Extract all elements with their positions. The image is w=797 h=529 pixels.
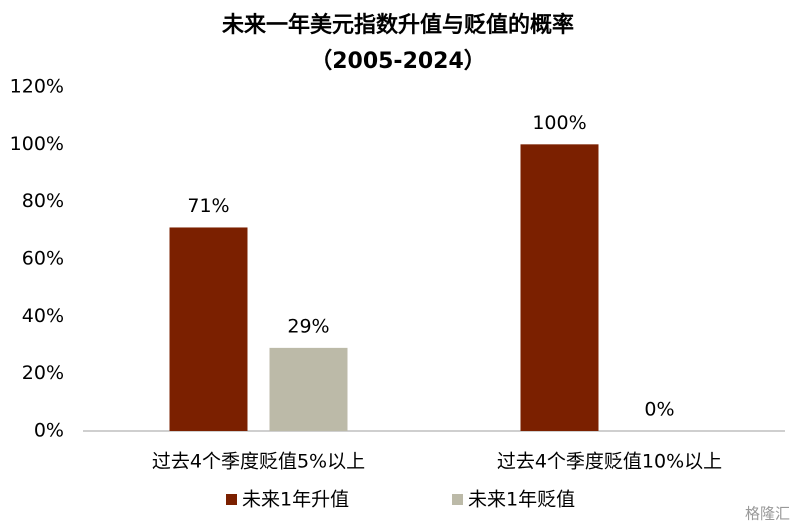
y-tick-label: 40%	[22, 305, 64, 327]
y-tick-label: 120%	[10, 76, 64, 98]
x-tick-label: 过去4个季度贬值5%以上	[152, 451, 365, 473]
y-tick-label: 20%	[22, 362, 64, 384]
chart-subtitle: （2005-2024）	[310, 49, 486, 74]
bar	[269, 347, 348, 431]
chart-title: 未来一年美元指数升值与贬值的概率	[222, 12, 574, 38]
value-label: 0%	[644, 399, 674, 421]
legend-swatch	[226, 494, 237, 505]
x-tick-label: 过去4个季度贬值10%以上	[497, 451, 722, 473]
value-label: 71%	[187, 195, 229, 217]
legend-label: 未来1年升值	[242, 489, 349, 511]
legend-swatch	[452, 494, 463, 505]
legend-label: 未来1年贬值	[468, 489, 575, 511]
y-tick-label: 100%	[10, 133, 64, 155]
bar	[169, 227, 248, 431]
value-label: 100%	[532, 112, 586, 134]
bar	[520, 144, 599, 432]
value-label: 29%	[287, 315, 329, 337]
watermark: 格隆汇	[745, 505, 790, 523]
y-tick-label: 80%	[22, 190, 64, 212]
y-tick-label: 60%	[22, 248, 64, 270]
y-tick-label: 0%	[34, 420, 64, 442]
